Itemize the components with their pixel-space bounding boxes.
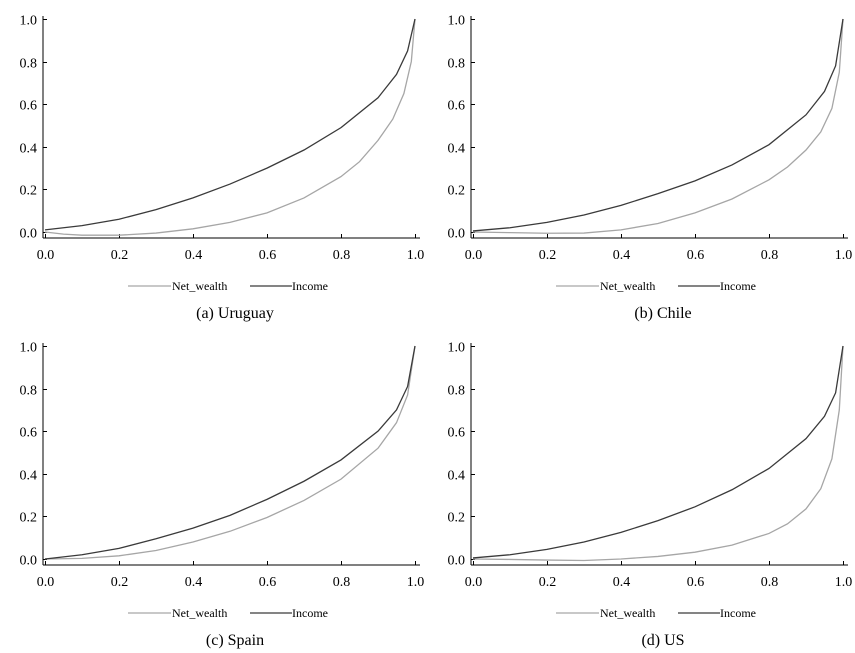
legend-label: Net_wealth [600, 279, 655, 293]
panel-caption: (d) US [641, 632, 684, 649]
y-tick-label: 0.8 [448, 384, 466, 399]
x-tick-label: 0.8 [761, 248, 779, 263]
y-tick-label: 0.4 [448, 142, 466, 157]
chart-panel-1: 0.0 0.2 0.4 0.6 0.8 1.0 0.0 0.2 0.4 0.6 0.8 1.0 Net_… [428, 0, 855, 326]
x-tick-label: 0.2 [111, 248, 129, 263]
series-line-net-wealth [472, 18, 844, 234]
y-tick-label: 0.4 [448, 469, 466, 484]
panel-caption: (c) Spain [206, 632, 264, 649]
y-tick-label: 0.4 [20, 142, 38, 157]
y-tick-label: 0.2 [20, 184, 38, 199]
legend-label: Net_wealth [172, 279, 227, 293]
legend-label: Net_wealth [600, 606, 655, 620]
series-line-income [472, 18, 844, 232]
y-tick-label: 1.0 [20, 14, 38, 29]
x-tick-label: 0.8 [761, 575, 779, 590]
y-tick-label: 0.0 [448, 227, 466, 242]
y-tick-label: 0.2 [448, 184, 466, 199]
line-chart: 0.0 0.2 0.4 0.6 0.8 1.0 0.0 0.2 0.4 0.6 0.8 1.0 Net_… [20, 14, 425, 323]
x-tick-label: 0.8 [333, 575, 351, 590]
series-line-net-wealth [44, 345, 416, 560]
legend-label: Income [292, 279, 328, 293]
x-tick-label: 0.2 [111, 575, 129, 590]
series-line-net-wealth [44, 18, 416, 236]
y-tick-label: 0.8 [448, 57, 466, 72]
y-tick-label: 0.2 [448, 511, 466, 526]
series-line-income [44, 18, 416, 231]
x-tick-label: 1.0 [835, 575, 853, 590]
legend-label: Income [292, 606, 328, 620]
x-tick-label: 0.4 [613, 575, 631, 590]
y-tick-label: 0.6 [448, 99, 466, 114]
line-chart: 0.0 0.2 0.4 0.6 0.8 1.0 0.0 0.2 0.4 0.6 0.8 1.0 Net_… [448, 14, 853, 323]
y-tick-label: 1.0 [20, 341, 38, 356]
x-tick-label: 0.0 [465, 248, 483, 263]
x-tick-label: 0.6 [259, 575, 277, 590]
x-tick-label: 0.6 [687, 248, 705, 263]
y-tick-label: 1.0 [448, 341, 466, 356]
line-chart: 0.0 0.2 0.4 0.6 0.8 1.0 0.0 0.2 0.4 0.6 0.8 1.0 Net_… [448, 341, 853, 650]
y-tick-label: 0.0 [20, 227, 38, 242]
x-tick-label: 1.0 [835, 248, 853, 263]
chart-panel-3: 0.0 0.2 0.4 0.6 0.8 1.0 0.0 0.2 0.4 0.6 0.8 1.0 Net_… [428, 327, 855, 653]
x-tick-label: 1.0 [407, 575, 425, 590]
x-tick-label: 0.0 [37, 575, 55, 590]
x-tick-label: 0.6 [259, 248, 277, 263]
y-tick-label: 0.0 [20, 554, 38, 569]
legend-label: Income [720, 279, 756, 293]
chart-panel-2: 0.0 0.2 0.4 0.6 0.8 1.0 0.0 0.2 0.4 0.6 0.8 1.0 Net_… [0, 327, 427, 653]
series-line-net-wealth [472, 345, 844, 562]
line-chart: 0.0 0.2 0.4 0.6 0.8 1.0 0.0 0.2 0.4 0.6 0.8 1.0 Net_… [20, 341, 425, 650]
x-tick-label: 0.6 [687, 575, 705, 590]
series-line-income [472, 345, 844, 559]
y-tick-label: 0.8 [20, 384, 38, 399]
x-tick-label: 0.2 [539, 575, 557, 590]
legend-label: Net_wealth [172, 606, 227, 620]
y-tick-label: 0.6 [20, 426, 38, 441]
y-tick-label: 0.6 [20, 99, 38, 114]
y-tick-label: 0.2 [20, 511, 38, 526]
x-tick-label: 0.8 [333, 248, 351, 263]
x-tick-label: 0.0 [465, 575, 483, 590]
series-line-income [44, 345, 416, 560]
x-tick-label: 1.0 [407, 248, 425, 263]
y-tick-label: 0.8 [20, 57, 38, 72]
y-tick-label: 0.4 [20, 469, 38, 484]
x-tick-label: 0.2 [539, 248, 557, 263]
x-tick-label: 0.4 [185, 248, 203, 263]
panel-caption: (b) Chile [634, 305, 691, 322]
panel-caption: (a) Uruguay [196, 305, 274, 322]
y-tick-label: 0.0 [448, 554, 466, 569]
x-tick-label: 0.4 [185, 575, 203, 590]
y-tick-label: 0.6 [448, 426, 466, 441]
legend-label: Income [720, 606, 756, 620]
y-tick-label: 1.0 [448, 14, 466, 29]
chart-panel-0: 0.0 0.2 0.4 0.6 0.8 1.0 0.0 0.2 0.4 0.6 0.8 1.0 Net_… [0, 0, 427, 326]
x-tick-label: 0.4 [613, 248, 631, 263]
x-tick-label: 0.0 [37, 248, 55, 263]
